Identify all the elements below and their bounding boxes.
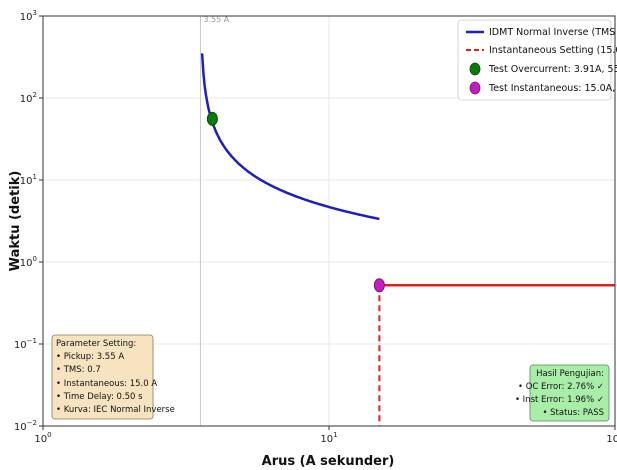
result-line: • Status: PASS (542, 408, 604, 418)
parameter-box-title: Parameter Setting: (56, 339, 136, 349)
result-box-title: Hasil Pengujian: (536, 369, 604, 379)
legend-label-test-overcurrent: Test Overcurrent: 3.91A, 55.7s (488, 64, 617, 75)
legend-label-test-instantaneous: Test Instantaneous: 15.0A, 0.52s (488, 83, 617, 94)
result-line: • Inst Error: 1.96% ✓ (515, 395, 604, 405)
parameter-line: • Instantaneous: 15.0 A (56, 379, 157, 389)
y-axis-label: Waktu (detik) (8, 171, 23, 272)
parameter-box: Parameter Setting: • Pickup: 3.55 A • TM… (52, 335, 175, 419)
parameter-line: • Time Delay: 0.50 s (56, 392, 143, 402)
y-tick-label: 10−2 (14, 419, 37, 433)
legend-swatch-test-instantaneous (470, 82, 480, 94)
x-tick-label: 100 (34, 431, 51, 445)
y-tick-label: 10−1 (14, 337, 37, 351)
x-tick-label: 102 (606, 431, 617, 445)
legend-entry-test-instantaneous: Test Instantaneous: 15.0A, 0.52s (470, 82, 617, 94)
test-overcurrent-point (207, 112, 217, 125)
x-tick-label: 101 (320, 431, 337, 445)
result-box: Hasil Pengujian: • OC Error: 2.76% ✓ • I… (515, 365, 609, 421)
result-line: • OC Error: 2.76% ✓ (518, 382, 604, 392)
y-tick-label: 103 (20, 9, 37, 23)
x-axis-ticks: 100 101 102 (34, 426, 617, 445)
legend-swatch-test-overcurrent (470, 63, 480, 75)
y-tick-label: 102 (20, 91, 37, 105)
parameter-line: • TMS: 0.7 (56, 365, 101, 375)
idmt-curve (202, 53, 379, 219)
legend-label-instantaneous: Instantaneous Setting (15.00 A) (489, 45, 617, 56)
legend-entry-test-overcurrent: Test Overcurrent: 3.91A, 55.7s (470, 63, 617, 75)
legend-entry-idmt: IDMT Normal Inverse (TMS 0.70) (466, 27, 617, 38)
legend-label-idmt: IDMT Normal Inverse (TMS 0.70) (489, 27, 617, 38)
parameter-line: • Kurva: IEC Normal Inverse (56, 405, 175, 415)
parameter-line: • Pickup: 3.55 A (56, 352, 124, 362)
x-axis-label: Arus (A sekunder) (262, 454, 395, 469)
test-instantaneous-point (374, 279, 384, 292)
legend: IDMT Normal Inverse (TMS 0.70) Instantan… (458, 20, 617, 100)
legend-entry-instantaneous: Instantaneous Setting (15.00 A) (466, 45, 617, 56)
